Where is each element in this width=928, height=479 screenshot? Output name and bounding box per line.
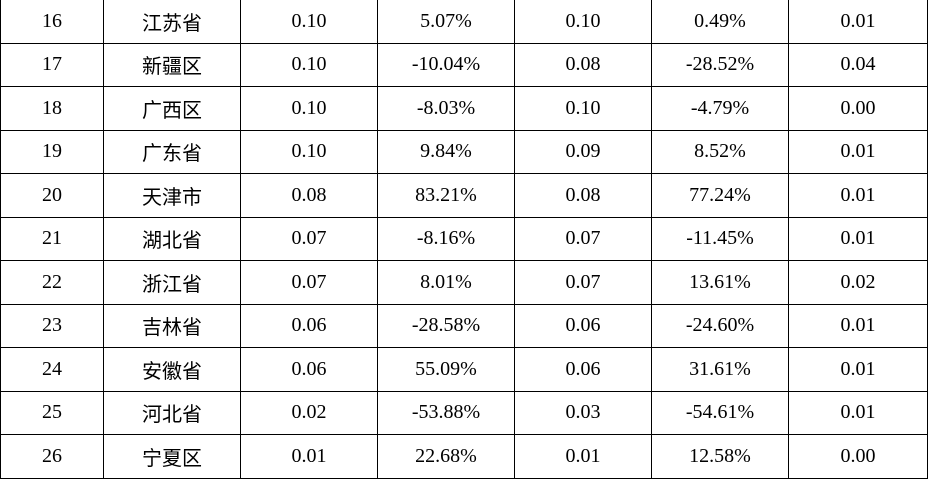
table-cell: -10.04%: [377, 42, 515, 87]
table-cell: 16: [0, 0, 104, 44]
table-cell: 0.07: [514, 216, 652, 261]
table-cell: -24.60%: [651, 303, 789, 348]
table-cell: 19: [0, 129, 104, 174]
table-cell: 23: [0, 303, 104, 348]
table-cell: 0.02: [240, 390, 378, 435]
table-cell: 0.09: [514, 129, 652, 174]
table-cell: 24: [0, 347, 104, 392]
table-cell: 0.10: [240, 42, 378, 87]
table-cell: -8.03%: [377, 86, 515, 131]
table-cell: 25: [0, 390, 104, 435]
table-cell: 0.07: [240, 260, 378, 305]
table-cell: 0.06: [240, 347, 378, 392]
table-cell: 26: [0, 434, 104, 479]
table-cell: 广西区: [103, 86, 241, 131]
table-cell: 0.10: [514, 86, 652, 131]
table-cell: 8.52%: [651, 129, 789, 174]
table-cell: -8.16%: [377, 216, 515, 261]
table-cell: -28.52%: [651, 42, 789, 87]
table-cell: 0.10: [240, 86, 378, 131]
table-cell: 13.61%: [651, 260, 789, 305]
table-cell: 8.01%: [377, 260, 515, 305]
table-cell: 18: [0, 86, 104, 131]
table-cell: 5.07%: [377, 0, 515, 44]
table-cell: 0.08: [240, 173, 378, 218]
table-cell: 0.08: [514, 42, 652, 87]
table-cell: 0.08: [514, 173, 652, 218]
table-row: 26 宁夏区 0.01 22.68% 0.01 12.58% 0.00: [0, 434, 928, 479]
table-cell: 宁夏区: [103, 434, 241, 479]
table-cell: 广东省: [103, 129, 241, 174]
table-cell: 吉林省: [103, 303, 241, 348]
table-cell: 0.06: [514, 303, 652, 348]
table-cell: 9.84%: [377, 129, 515, 174]
table-cell: 安徽省: [103, 347, 241, 392]
table-cell: 83.21%: [377, 173, 515, 218]
table-cell: 17: [0, 42, 104, 87]
table-cell: 55.09%: [377, 347, 515, 392]
table-cell: 河北省: [103, 390, 241, 435]
table-cell: 0.01: [514, 434, 652, 479]
table-cell: 31.61%: [651, 347, 789, 392]
table-cell: 22: [0, 260, 104, 305]
table-cell: 0.01: [788, 390, 928, 435]
table-row: 19 广东省 0.10 9.84% 0.09 8.52% 0.01: [0, 129, 928, 174]
table-row: 20 天津市 0.08 83.21% 0.08 77.24% 0.01: [0, 173, 928, 218]
table-cell: -28.58%: [377, 303, 515, 348]
table-cell: 20: [0, 173, 104, 218]
table-cell: 江苏省: [103, 0, 241, 44]
table-cell: 0.01: [788, 216, 928, 261]
table-cell: 22.68%: [377, 434, 515, 479]
table-cell: 0.01: [788, 129, 928, 174]
table-cell: -54.61%: [651, 390, 789, 435]
table-cell: 77.24%: [651, 173, 789, 218]
table-cell: 0.10: [514, 0, 652, 44]
table-cell: 0.00: [788, 86, 928, 131]
table-row: 22 浙江省 0.07 8.01% 0.07 13.61% 0.02: [0, 260, 928, 305]
table-cell: -53.88%: [377, 390, 515, 435]
table-cell: 12.58%: [651, 434, 789, 479]
table-row: 24 安徽省 0.06 55.09% 0.06 31.61% 0.01: [0, 347, 928, 392]
table-cell: 0.07: [514, 260, 652, 305]
table-cell: 新疆区: [103, 42, 241, 87]
table-row: 25 河北省 0.02 -53.88% 0.03 -54.61% 0.01: [0, 390, 928, 435]
table-cell: 天津市: [103, 173, 241, 218]
table-row: 17 新疆区 0.10 -10.04% 0.08 -28.52% 0.04: [0, 42, 928, 87]
table-row: 21 湖北省 0.07 -8.16% 0.07 -11.45% 0.01: [0, 216, 928, 261]
table-cell: 0.03: [514, 390, 652, 435]
table-cell: 湖北省: [103, 216, 241, 261]
table-cell: 0.02: [788, 260, 928, 305]
table-row: 23 吉林省 0.06 -28.58% 0.06 -24.60% 0.01: [0, 303, 928, 348]
table-cell: 0.10: [240, 129, 378, 174]
table-cell: 0.07: [240, 216, 378, 261]
table-cell: 0.06: [240, 303, 378, 348]
table-row: 18 广西区 0.10 -8.03% 0.10 -4.79% 0.00: [0, 86, 928, 131]
table-cell: 0.01: [240, 434, 378, 479]
table-cell: 0.06: [514, 347, 652, 392]
table-cell: 0.01: [788, 347, 928, 392]
table-cell: -4.79%: [651, 86, 789, 131]
table-cell: 0.10: [240, 0, 378, 44]
table-cell: 0.00: [788, 434, 928, 479]
table-cell: 0.49%: [651, 0, 789, 44]
table-cell: 0.01: [788, 303, 928, 348]
table-cell: -11.45%: [651, 216, 789, 261]
table-row: 16 江苏省 0.10 5.07% 0.10 0.49% 0.01: [0, 0, 928, 44]
table-cell: 0.01: [788, 0, 928, 44]
table-cell: 浙江省: [103, 260, 241, 305]
table-cell: 0.04: [788, 42, 928, 87]
table-cell: 21: [0, 216, 104, 261]
table-cell: 0.01: [788, 173, 928, 218]
